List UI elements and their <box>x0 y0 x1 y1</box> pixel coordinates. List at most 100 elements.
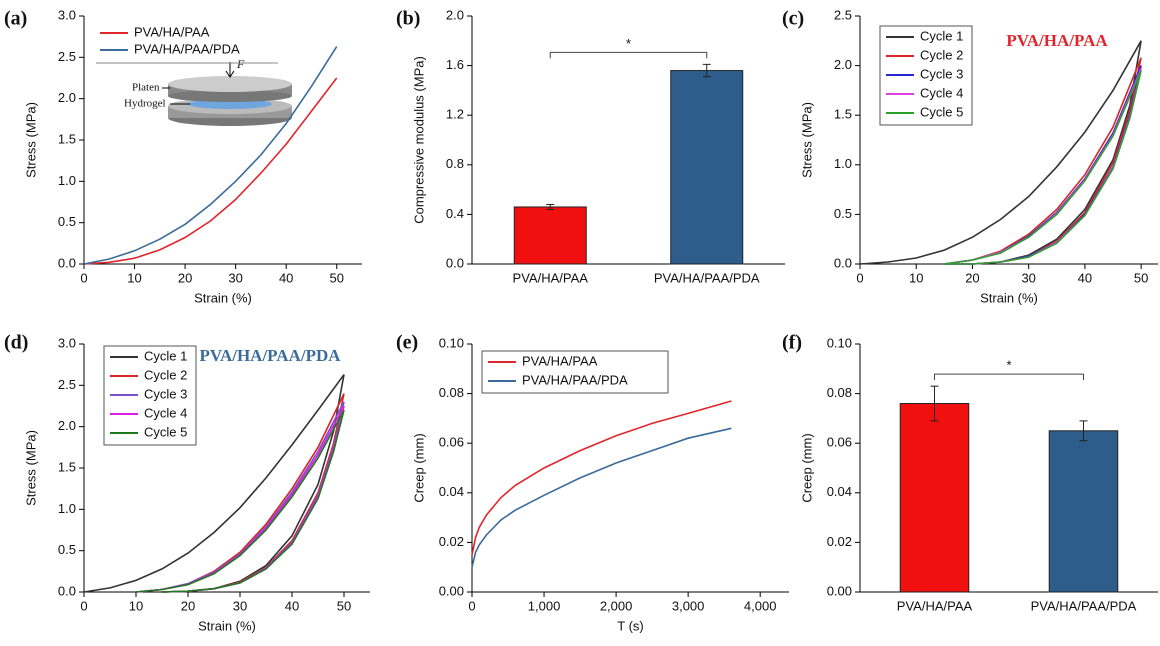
y-tick-label: 0.5 <box>58 542 76 557</box>
y-tick-label: 0.04 <box>439 484 464 499</box>
x-tick-label: PVA/HA/PAA/PDA <box>1031 598 1137 613</box>
force-label: F <box>236 57 245 71</box>
bar <box>899 403 970 593</box>
x-tick-label: 30 <box>228 270 242 285</box>
line <box>471 427 732 568</box>
y-tick-label: 1.2 <box>446 107 464 122</box>
panel-label: (c) <box>782 8 804 30</box>
x-tick-label: 20 <box>965 270 979 285</box>
line <box>944 70 1142 265</box>
platen-top <box>168 76 292 92</box>
line <box>83 46 338 265</box>
y-tick-label: 0.02 <box>827 534 852 549</box>
y-axis-label: Compressive modulus (MPa) <box>411 56 426 224</box>
y-axis-label: Stress (MPa) <box>23 430 38 506</box>
significance-label: * <box>1006 358 1011 373</box>
x-tick-label: 0 <box>468 598 475 613</box>
legend-label: Cycle 4 <box>920 85 963 100</box>
line <box>83 77 338 265</box>
y-tick-label: 1.5 <box>58 459 76 474</box>
panel-label: (e) <box>396 332 418 354</box>
y-tick-label: 0.10 <box>827 335 852 350</box>
y-tick-label: 1.0 <box>834 156 852 171</box>
error-bar <box>702 63 711 78</box>
y-tick-label: 2.0 <box>58 418 76 433</box>
y-tick-label: 0.02 <box>439 534 464 549</box>
x-tick-label: 3,000 <box>672 598 705 613</box>
y-tick-label: 2.5 <box>58 377 76 392</box>
y-tick-label: 2.5 <box>58 49 76 64</box>
y-tick-label: 2.0 <box>834 57 852 72</box>
bar <box>513 206 587 265</box>
x-tick-label: 20 <box>181 598 195 613</box>
line <box>471 400 732 555</box>
y-tick-label: 0.5 <box>834 206 852 221</box>
x-tick-label: 10 <box>127 270 141 285</box>
chart-title: PVA/HA/PAA <box>1006 31 1108 50</box>
significance-bracket <box>934 373 1084 381</box>
y-tick-label: 0.08 <box>827 385 852 400</box>
x-axis-label: Strain (%) <box>194 290 252 305</box>
y-axis-label: Creep (mm) <box>799 433 814 502</box>
x-axis-label: Strain (%) <box>980 290 1038 305</box>
x-tick-label: 10 <box>129 598 143 613</box>
bar <box>1048 430 1119 593</box>
significance-label: * <box>626 36 631 51</box>
x-tick-label: 50 <box>329 270 343 285</box>
panel-label: (a) <box>4 8 27 30</box>
hydrogel-label: Hydrogel <box>124 98 166 110</box>
y-tick-label: 0.0 <box>834 255 852 270</box>
legend-box <box>481 350 669 394</box>
bar <box>670 70 744 265</box>
legend-label: PVA/HA/PAA <box>522 353 598 368</box>
legend-label: Cycle 1 <box>920 28 963 43</box>
legend-label: Cycle 3 <box>920 66 963 81</box>
x-tick-label: 10 <box>909 270 923 285</box>
y-tick-label: 0.08 <box>439 385 464 400</box>
y-tick-label: 1.6 <box>446 57 464 72</box>
y-axis-label: Stress (MPa) <box>799 102 814 178</box>
y-tick-label: 0.0 <box>446 255 464 270</box>
y-tick-label: 0.00 <box>827 583 852 598</box>
platen-top-bottom <box>168 90 292 102</box>
legend-label: PVA/HA/PAA/PDA <box>522 372 628 387</box>
x-tick-label: 50 <box>1134 270 1148 285</box>
x-tick-label: 2,000 <box>600 598 633 613</box>
x-tick-label: 40 <box>285 598 299 613</box>
legend-label: Cycle 5 <box>144 424 187 439</box>
panel-label: (d) <box>4 332 28 354</box>
y-tick-label: 1.5 <box>58 131 76 146</box>
y-tick-label: 2.5 <box>834 7 852 22</box>
y-tick-label: 0.0 <box>58 255 76 270</box>
legend-label: Cycle 1 <box>144 348 187 363</box>
y-tick-label: 2.0 <box>58 90 76 105</box>
force-arrow-head <box>225 70 235 78</box>
legend-label: PVA/HA/PAA/PDA <box>134 41 240 56</box>
inset-diagram: F Platen Hydrogel <box>124 57 292 126</box>
y-axis-label: Creep (mm) <box>411 433 426 502</box>
legend-label: Cycle 2 <box>920 47 963 62</box>
error-bar <box>930 385 939 422</box>
error-bar <box>546 203 555 210</box>
x-axis-label: Strain (%) <box>198 618 256 633</box>
x-tick-label: 4,000 <box>744 598 777 613</box>
x-tick-label: 40 <box>1078 270 1092 285</box>
y-tick-label: 0.06 <box>439 435 464 450</box>
legend-label: Cycle 2 <box>144 367 187 382</box>
line <box>859 40 1142 265</box>
x-tick-label: 40 <box>279 270 293 285</box>
y-tick-label: 0.8 <box>446 156 464 171</box>
x-tick-label: 20 <box>178 270 192 285</box>
x-tick-label: 1,000 <box>528 598 561 613</box>
x-tick-label: PVA/HA/PAA <box>513 270 589 285</box>
legend-label: Cycle 3 <box>144 386 187 401</box>
y-tick-label: 0.04 <box>827 484 852 499</box>
y-tick-label: 0.10 <box>439 335 464 350</box>
y-tick-label: 0.00 <box>439 583 464 598</box>
y-tick-label: 2.0 <box>446 7 464 22</box>
legend-label: Cycle 4 <box>144 405 187 420</box>
y-tick-label: 0.4 <box>446 206 464 221</box>
legend-label: PVA/HA/PAA <box>134 24 210 39</box>
